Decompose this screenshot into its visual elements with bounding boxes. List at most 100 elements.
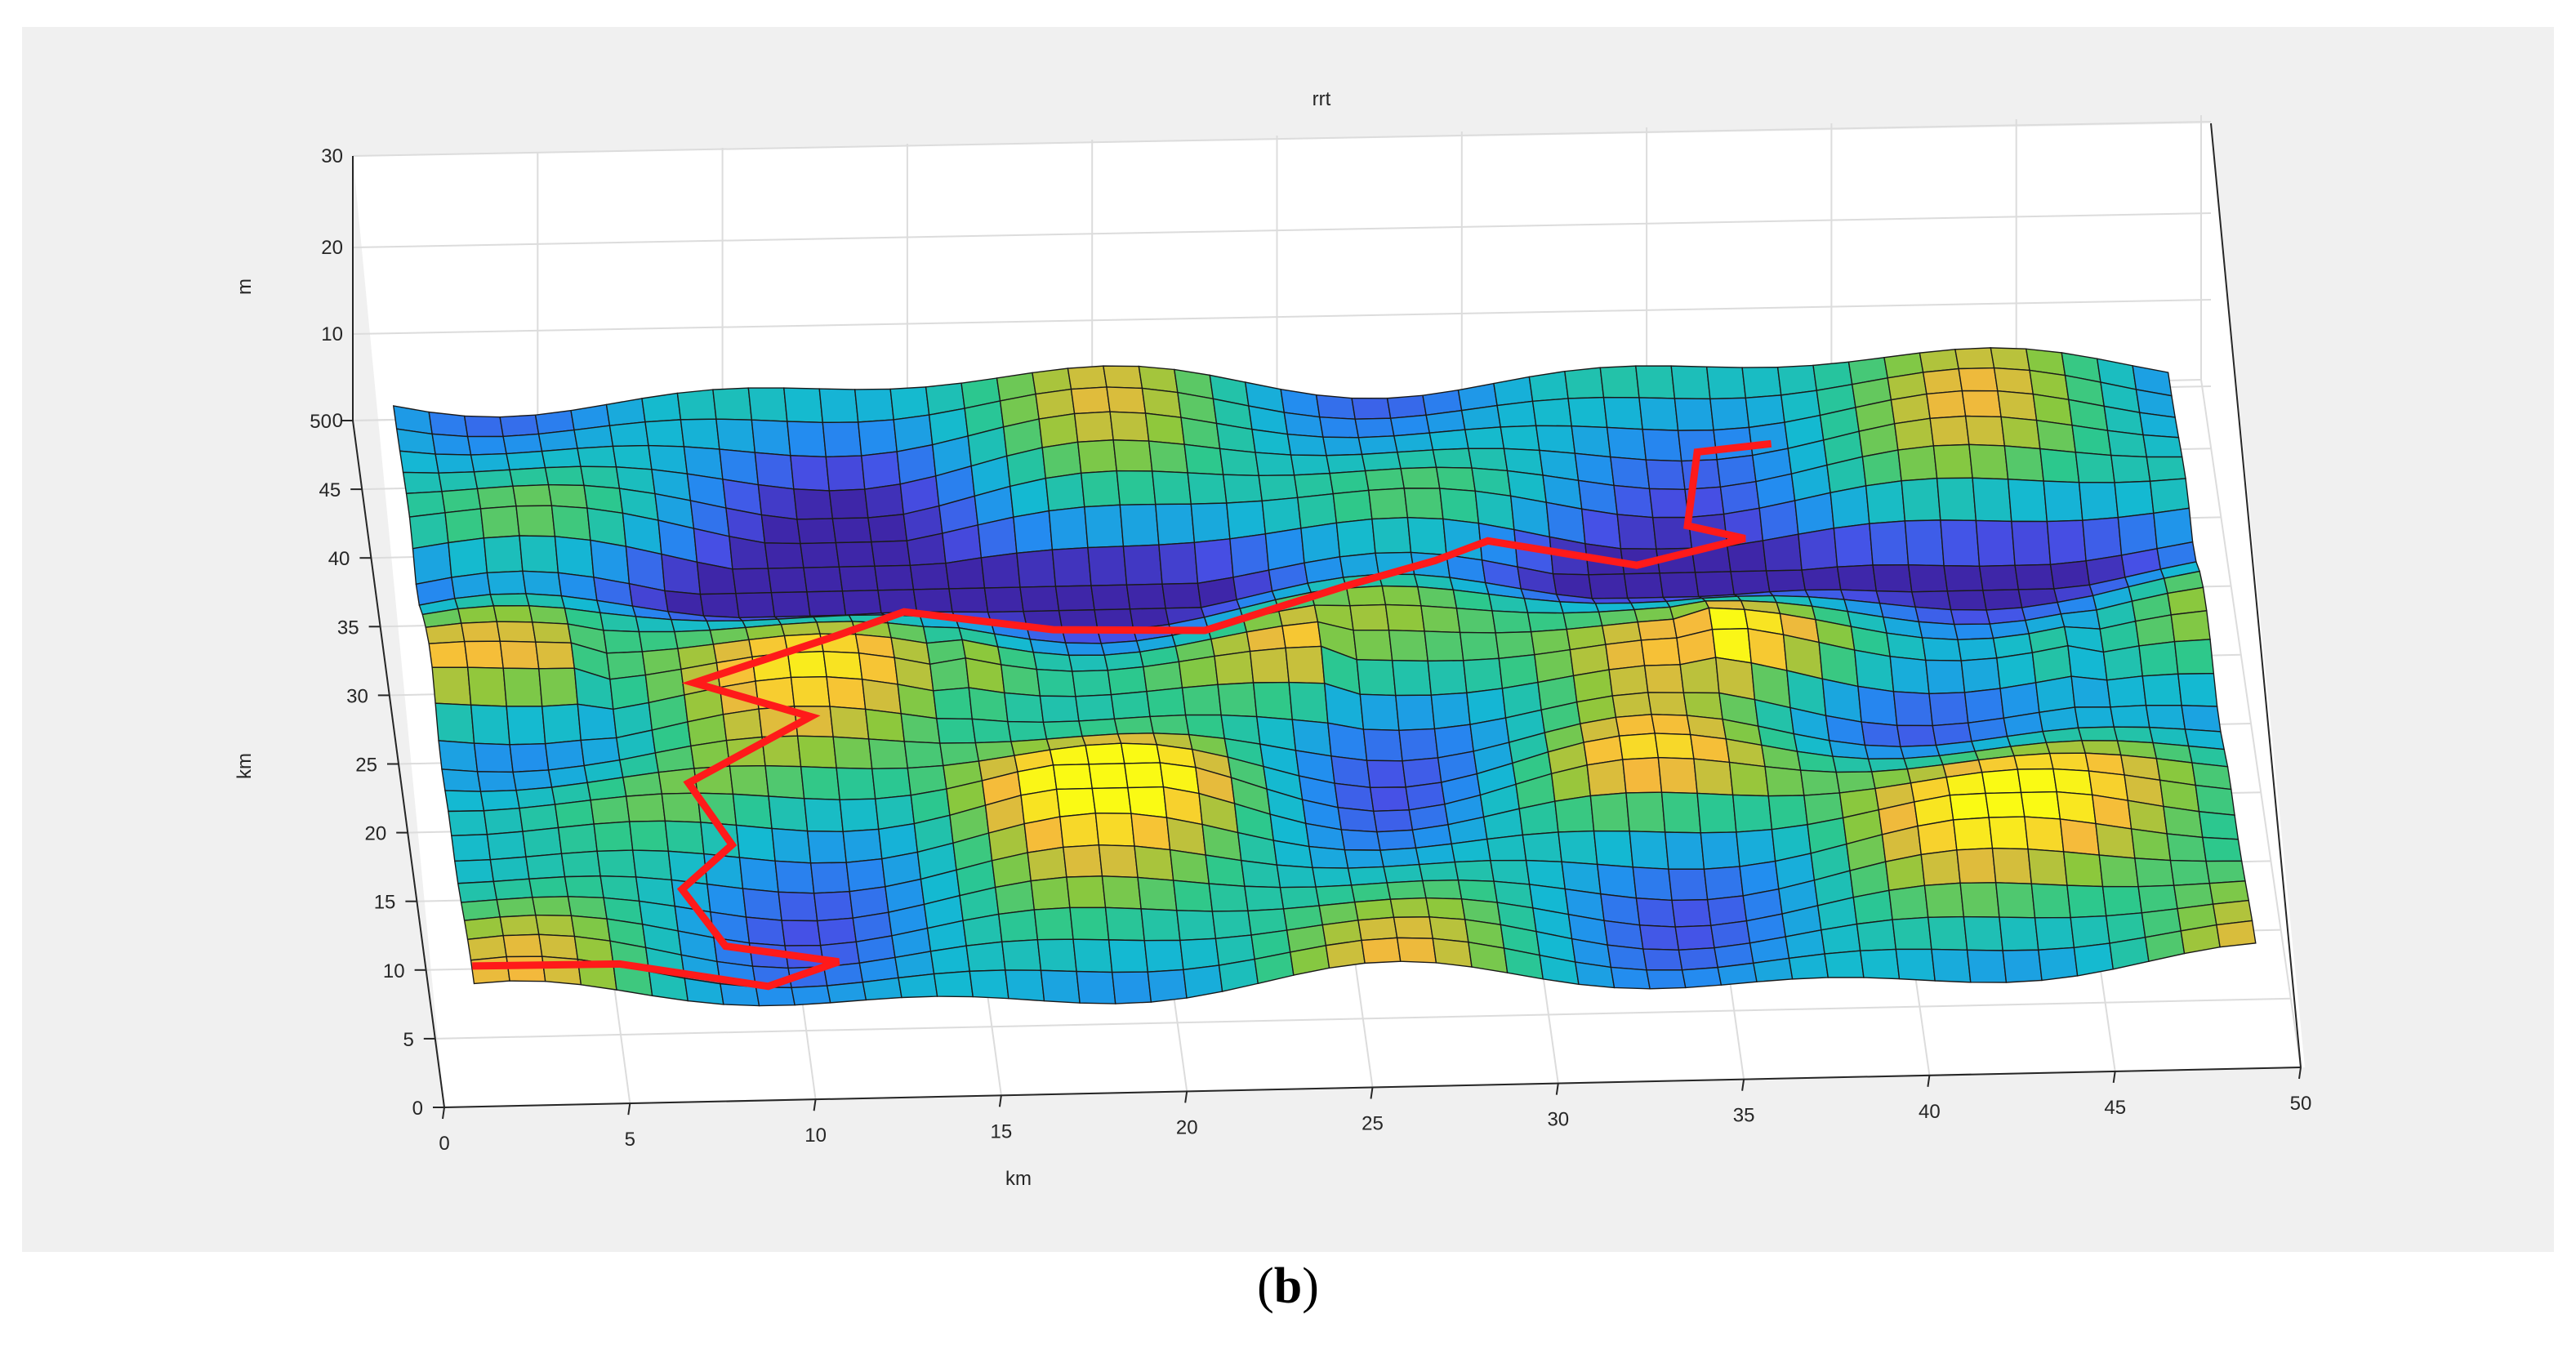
surface-cell	[1923, 882, 1965, 919]
surface-cell	[1116, 470, 1157, 506]
x-tick-label: 20	[1176, 1116, 1198, 1138]
surface-cell	[1865, 480, 1906, 524]
surface-cell	[1308, 845, 1349, 869]
surface-cell	[1554, 795, 1595, 833]
surface-cell	[1072, 938, 1113, 973]
surface-cell	[1895, 948, 1936, 982]
surface-cell	[2137, 884, 2178, 914]
surface-cell	[1468, 448, 1509, 472]
surface-cell	[531, 621, 573, 644]
surface-cell	[1340, 829, 1381, 851]
surface-cell	[435, 702, 475, 744]
surface-cell	[502, 667, 543, 707]
surface-cell	[2110, 454, 2151, 483]
surface-cell	[2062, 851, 2104, 888]
surface-cell	[1290, 454, 1330, 476]
surface-cell	[483, 807, 524, 835]
surface-cell	[768, 795, 809, 832]
surface-cell	[1084, 504, 1125, 549]
surface-cell	[764, 542, 804, 569]
surface-cell	[864, 483, 905, 519]
surface-cell	[1922, 367, 1963, 395]
surface-cell	[1593, 830, 1634, 868]
surface-cell	[1651, 714, 1691, 736]
surface-cell	[1428, 429, 1469, 451]
surface-cell	[502, 433, 543, 455]
surface-cell	[1400, 466, 1441, 489]
figure-caption: (b)	[0, 1258, 2576, 1316]
surface-cell	[1991, 847, 2033, 884]
surface-cell	[1618, 733, 1660, 760]
surface-cell	[997, 909, 1039, 943]
surface-cell	[451, 834, 492, 862]
surface-cell	[747, 387, 788, 422]
surface-cell	[839, 798, 880, 833]
surface-cell	[1144, 412, 1185, 445]
surface-cell	[2046, 519, 2087, 566]
surface-cell	[1901, 477, 1941, 522]
surface-cell	[1872, 564, 1913, 593]
surface-cell	[699, 592, 740, 619]
surface-cell	[1149, 714, 1190, 736]
surface-cell	[1420, 605, 1461, 634]
surface-cell	[463, 415, 504, 438]
surface-cell	[826, 981, 867, 1004]
surface-cell	[1994, 882, 2036, 919]
surface-cell	[1296, 492, 1338, 529]
surface-cell	[431, 666, 472, 706]
surface-cell	[977, 516, 1018, 559]
surface-cell	[909, 562, 950, 590]
surface-cell	[1098, 844, 1139, 879]
surface-cell	[1023, 816, 1064, 853]
surface-cell	[1642, 428, 1682, 462]
surface-cell	[1161, 582, 1202, 609]
surface-cell	[1859, 948, 1901, 980]
surface-cell	[1033, 906, 1074, 941]
surface-cell	[822, 650, 863, 680]
surface-cell	[1798, 527, 1838, 571]
surface-cell	[1861, 449, 1902, 487]
surface-cell	[2149, 478, 2190, 514]
surface-cell	[1107, 666, 1148, 696]
surface-cell	[1127, 786, 1168, 818]
surface-cell	[1706, 895, 1748, 927]
surface-cell	[816, 917, 858, 946]
surface-cell	[1055, 787, 1097, 817]
surface-cell	[1119, 503, 1160, 547]
x-tick-mark	[1555, 1083, 1559, 1095]
surface-cell	[1353, 898, 1395, 921]
surface-cell	[745, 916, 786, 946]
surface-cell	[1645, 459, 1686, 491]
surface-cell	[625, 793, 666, 822]
x-tick-mark	[998, 1095, 1002, 1107]
surface-cell	[1960, 657, 2001, 693]
surface-cell	[1926, 390, 1967, 420]
surface-cell	[1689, 733, 1731, 764]
surface-cell	[971, 718, 1012, 744]
surface-cell	[835, 541, 876, 568]
surface-cell	[2098, 854, 2139, 888]
surface-cell	[1106, 386, 1147, 414]
surface-cell	[1276, 864, 1317, 889]
surface-cell	[1217, 682, 1258, 718]
surface-cell	[479, 790, 520, 812]
surface-cell	[935, 718, 977, 744]
surface-cell	[2035, 675, 2076, 714]
surface-plot: 0 5 10 15 20 25 30 35 40 45 5005101520253035404550…	[234, 88, 2311, 1190]
surface-cell	[537, 667, 579, 707]
surface-cell	[1832, 755, 1873, 773]
surface-cell	[738, 857, 779, 893]
x-tick-label: 30	[1547, 1109, 1569, 1131]
surface-cell	[1362, 728, 1403, 762]
z-tick-label: 10	[321, 323, 343, 345]
surface-cell	[1058, 812, 1100, 848]
surface-cell	[1172, 880, 1214, 912]
x-tick-label: 0	[439, 1133, 449, 1155]
surface-cell	[547, 483, 588, 509]
surface-cell	[541, 448, 582, 469]
surface-cell	[1016, 549, 1057, 588]
surface-cell	[1953, 623, 1994, 640]
surface-cell	[1567, 396, 1608, 429]
surface-cell	[1917, 819, 1958, 856]
surface-cell	[1004, 692, 1045, 724]
